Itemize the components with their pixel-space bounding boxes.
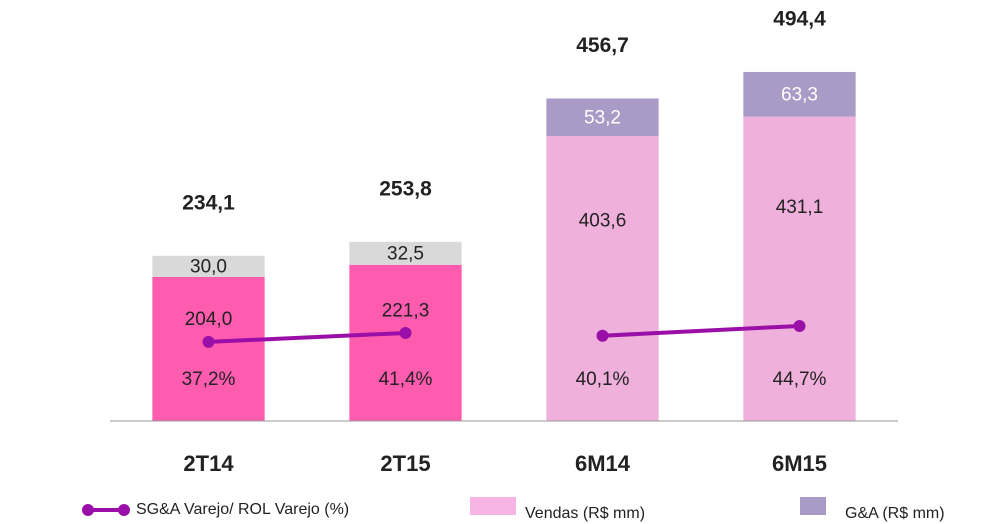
legend-label: Vendas (R$ mm)	[525, 505, 645, 522]
value-label: 41,4%	[379, 369, 433, 390]
value-label: 53,2	[584, 107, 621, 128]
x-tick-label: 2T14	[183, 451, 234, 476]
value-label: 403,6	[579, 211, 627, 232]
value-label: 30,0	[190, 256, 227, 277]
x-tick-label: 2T15	[380, 451, 430, 476]
line	[602, 323, 800, 338]
value-label: 204,0	[185, 309, 233, 330]
legend-label: G&A (R$ mm)	[845, 505, 945, 522]
bar-segment	[743, 116, 856, 421]
value-label: 44,7%	[773, 369, 827, 390]
total-label: 456,7	[576, 34, 629, 57]
legend-label: SG&A Varejo/ ROL Varejo (%)	[136, 501, 349, 518]
bar-segment	[743, 71, 856, 117]
total-label: 253,8	[379, 177, 432, 200]
bar-segment	[152, 255, 265, 277]
value-label: 32,5	[387, 243, 424, 264]
line-point	[202, 335, 215, 348]
bar-segment	[546, 98, 659, 137]
legend-swatch	[470, 497, 516, 515]
legend-point	[118, 504, 130, 516]
total-label: 234,1	[182, 191, 235, 214]
value-label: 63,3	[781, 84, 818, 105]
bar-segment	[152, 276, 265, 421]
value-label: 40,1%	[576, 369, 630, 390]
line-point	[793, 319, 806, 332]
bar-segment	[349, 264, 462, 421]
line-point	[399, 326, 412, 339]
x-tick-label: 6M14	[575, 451, 631, 476]
value-label: 37,2%	[182, 369, 236, 390]
total-label: 494,4	[773, 8, 826, 31]
x-tick-label: 6M15	[772, 451, 827, 476]
value-label: 221,3	[382, 301, 430, 322]
value-label: 431,1	[776, 197, 824, 218]
legend-point	[82, 504, 94, 516]
bar-segment	[349, 241, 462, 265]
line	[208, 330, 406, 344]
line-point	[596, 329, 609, 342]
legend-swatch	[800, 497, 826, 515]
bar-segment	[546, 136, 659, 421]
